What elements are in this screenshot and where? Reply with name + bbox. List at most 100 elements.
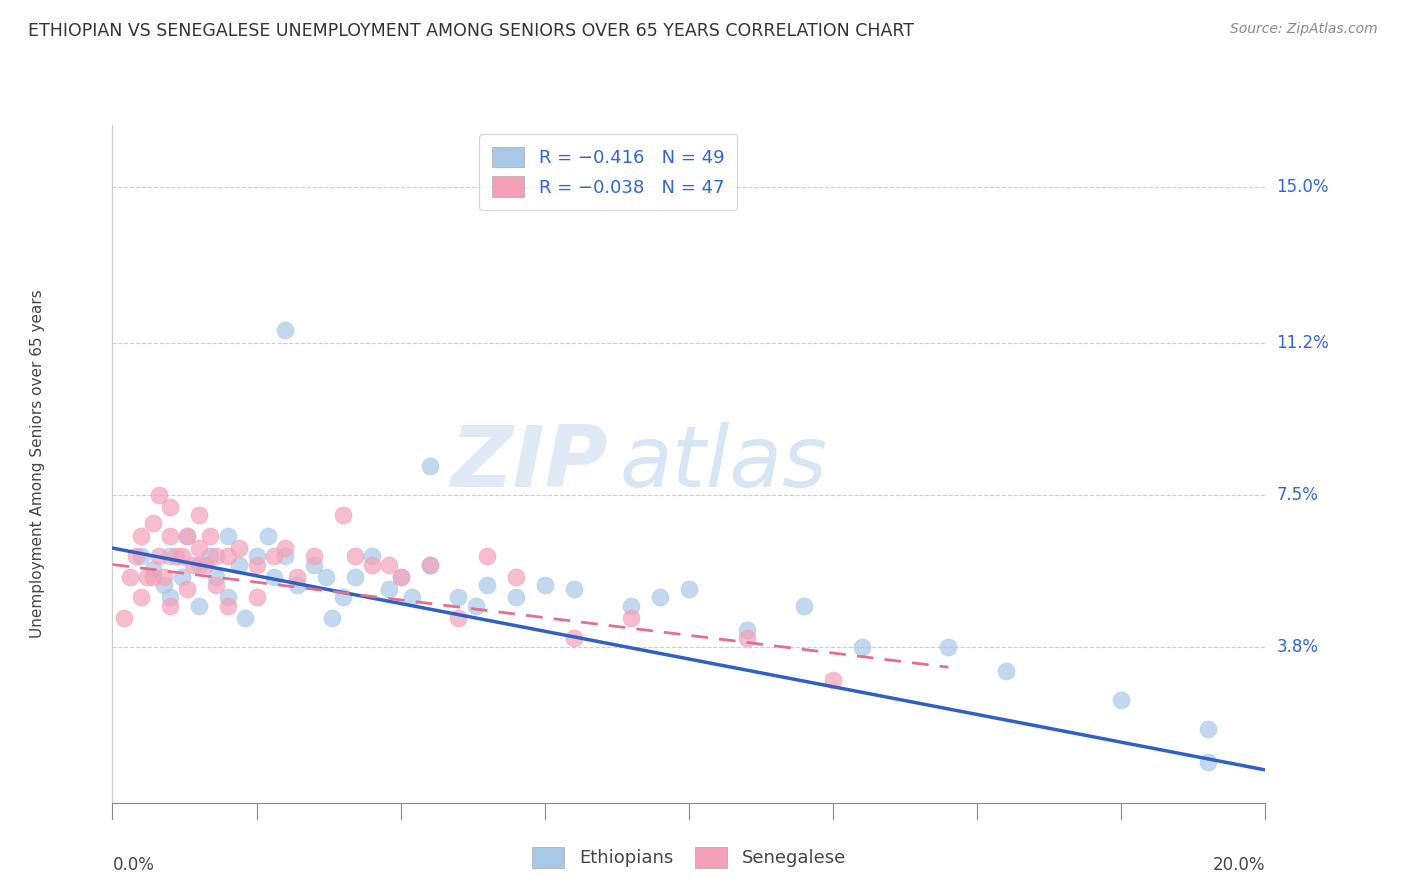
Point (620, 611, 643, 625)
Point (464, 599, 486, 613)
Point (343, 570, 366, 584)
Point (188, 541, 211, 555)
Point (205, 578, 228, 592)
Point (533, 578, 555, 592)
Point (995, 665, 1018, 679)
Point (159, 591, 181, 605)
Point (205, 549, 228, 564)
Point (129, 529, 153, 543)
Point (142, 516, 165, 531)
Point (332, 508, 354, 523)
Point (360, 549, 382, 564)
Text: 15.0%: 15.0% (1277, 178, 1329, 195)
Point (176, 582, 198, 596)
Text: ETHIOPIAN VS SENEGALESE UNEMPLOYMENT AMONG SENIORS OVER 65 YEARS CORRELATION CHA: ETHIOPIAN VS SENEGALESE UNEMPLOYMENT AMO… (28, 22, 914, 40)
Point (129, 591, 153, 605)
Text: 3.8%: 3.8% (1277, 638, 1319, 656)
Text: 20.0%: 20.0% (1213, 856, 1265, 874)
Point (170, 549, 193, 564)
Point (217, 529, 239, 543)
Point (188, 558, 211, 572)
Point (228, 558, 250, 572)
Point (475, 578, 498, 592)
Point (153, 578, 176, 592)
Point (245, 591, 267, 605)
Point (257, 529, 280, 543)
Point (176, 529, 198, 543)
Text: Source: ZipAtlas.com: Source: ZipAtlas.com (1230, 22, 1378, 37)
Point (304, 549, 326, 564)
Point (1197, 722, 1219, 736)
Text: 7.5%: 7.5% (1277, 485, 1319, 504)
Point (274, 549, 297, 564)
Text: 0.0%: 0.0% (112, 856, 155, 874)
Point (389, 570, 412, 584)
Point (936, 640, 959, 654)
Point (159, 500, 181, 514)
Point (378, 558, 401, 572)
Point (136, 570, 159, 584)
Point (165, 549, 187, 564)
Point (505, 570, 527, 584)
Point (419, 558, 441, 572)
Point (648, 591, 672, 605)
Point (148, 549, 170, 564)
Point (194, 558, 217, 572)
Point (200, 529, 222, 543)
Point (217, 591, 239, 605)
Point (274, 541, 297, 555)
Point (205, 570, 228, 584)
Point (620, 599, 643, 613)
Point (793, 599, 815, 613)
Point (332, 591, 354, 605)
Point (285, 578, 308, 592)
Point (505, 591, 527, 605)
Point (129, 549, 153, 564)
Point (217, 599, 239, 613)
Text: Unemployment Among Seniors over 65 years: Unemployment Among Seniors over 65 years (30, 290, 45, 638)
Point (200, 549, 222, 564)
Point (228, 541, 250, 555)
Point (851, 640, 873, 654)
Point (181, 558, 204, 572)
Point (153, 570, 176, 584)
Point (159, 599, 181, 613)
Point (263, 570, 285, 584)
Point (118, 570, 141, 584)
Point (821, 673, 844, 687)
Text: 11.2%: 11.2% (1277, 334, 1329, 351)
Point (389, 570, 412, 584)
Point (112, 611, 135, 625)
Point (245, 549, 267, 564)
Point (678, 582, 700, 596)
Point (124, 549, 146, 564)
Point (142, 570, 165, 584)
Point (1111, 693, 1133, 707)
Point (159, 529, 181, 543)
Point (735, 624, 758, 638)
Point (170, 570, 193, 584)
Point (142, 561, 165, 575)
Point (401, 591, 423, 605)
Point (217, 549, 239, 564)
Point (562, 632, 585, 646)
Point (735, 632, 758, 646)
Point (419, 458, 441, 473)
Point (475, 549, 498, 564)
Point (233, 611, 256, 625)
Point (321, 611, 343, 625)
Point (562, 582, 585, 596)
Point (419, 558, 441, 572)
Point (378, 582, 401, 596)
Point (188, 599, 211, 613)
Point (285, 570, 308, 584)
Point (176, 529, 198, 543)
Point (1197, 755, 1219, 769)
Point (188, 508, 211, 523)
Point (274, 323, 297, 337)
Point (343, 549, 366, 564)
Point (360, 558, 382, 572)
Point (148, 488, 170, 502)
Text: ZIP: ZIP (450, 422, 609, 506)
Point (159, 549, 181, 564)
